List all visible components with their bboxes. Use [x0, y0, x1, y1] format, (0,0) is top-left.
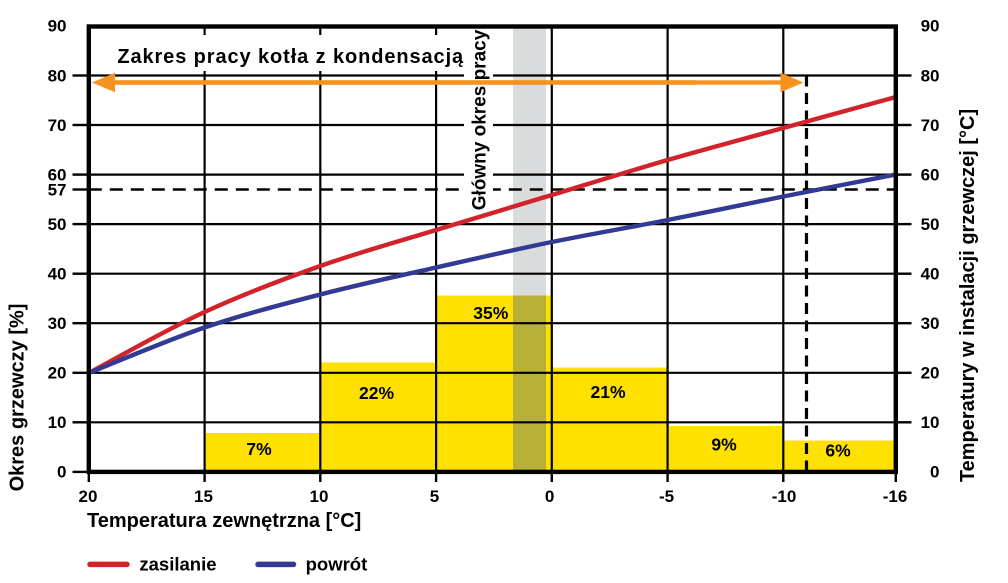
svg-text:5: 5: [430, 487, 439, 506]
svg-text:20: 20: [48, 364, 67, 383]
svg-text:30: 30: [921, 314, 940, 333]
svg-text:7%: 7%: [246, 439, 272, 459]
svg-text:Główny okres pracy: Główny okres pracy: [469, 29, 490, 210]
svg-text:35%: 35%: [473, 303, 508, 323]
svg-text:30: 30: [48, 314, 67, 333]
svg-text:90: 90: [921, 17, 940, 36]
svg-text:zasilanie: zasilanie: [139, 554, 216, 575]
svg-text:-5: -5: [659, 487, 674, 506]
svg-text:70: 70: [921, 116, 940, 135]
svg-text:60: 60: [48, 165, 67, 184]
svg-text:80: 80: [48, 66, 67, 85]
svg-text:80: 80: [921, 66, 940, 85]
svg-text:21%: 21%: [590, 382, 625, 402]
svg-text:50: 50: [48, 215, 67, 234]
svg-text:6%: 6%: [825, 441, 851, 461]
svg-text:powrót: powrót: [306, 554, 368, 575]
svg-text:50: 50: [921, 215, 940, 234]
svg-text:60: 60: [921, 165, 940, 184]
svg-text:22%: 22%: [359, 383, 394, 403]
svg-text:10: 10: [921, 413, 940, 432]
svg-text:0: 0: [57, 463, 66, 482]
svg-text:Temperatury w instalacji grzew: Temperatury w instalacji grzewczej [°C]: [957, 109, 979, 482]
svg-text:Temperatura zewnętrzna [°C]: Temperatura zewnętrzna [°C]: [87, 510, 361, 532]
svg-text:57: 57: [48, 180, 67, 199]
svg-text:-10: -10: [772, 487, 797, 506]
svg-text:20: 20: [79, 487, 98, 506]
svg-text:0: 0: [930, 463, 939, 482]
svg-text:40: 40: [48, 265, 67, 284]
svg-text:10: 10: [48, 413, 67, 432]
svg-text:20: 20: [921, 364, 940, 383]
svg-text:40: 40: [921, 265, 940, 284]
svg-text:90: 90: [48, 17, 67, 36]
svg-text:0: 0: [545, 487, 554, 506]
svg-text:70: 70: [48, 116, 67, 135]
svg-text:9%: 9%: [711, 435, 737, 455]
svg-text:Zakres pracy kotła z kondensac: Zakres pracy kotła z kondensacją: [117, 46, 464, 68]
svg-text:-16: -16: [883, 487, 908, 506]
svg-text:Okres grzewczy [%]: Okres grzewczy [%]: [7, 304, 29, 492]
svg-text:15: 15: [194, 487, 213, 506]
svg-text:10: 10: [310, 487, 329, 506]
